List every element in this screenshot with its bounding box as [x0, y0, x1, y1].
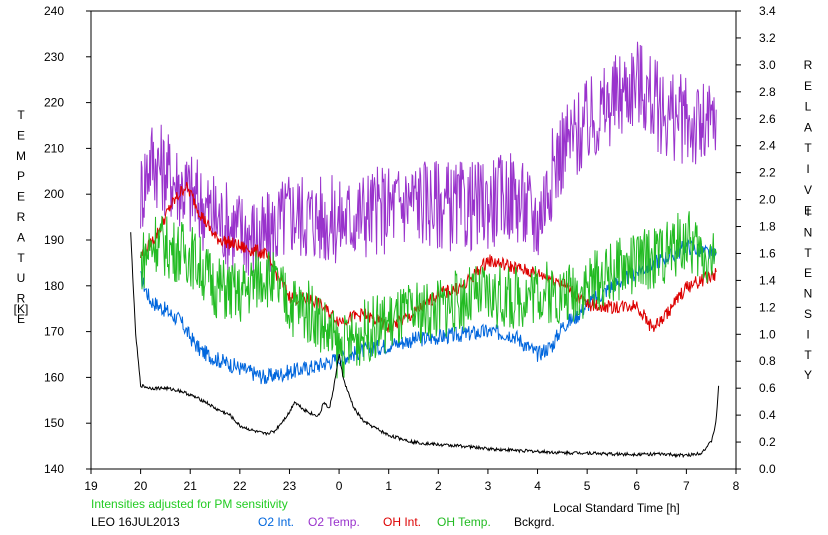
y-right-tick-label: 1.0	[759, 327, 776, 341]
y-left-title-letter: P	[17, 169, 25, 183]
x-tick-label: 4	[534, 479, 541, 493]
y-right-tick-label: 1.6	[759, 246, 776, 260]
station-date: LEO 16JUL2013	[91, 515, 180, 529]
x-axis-title: Local Standard Time [h]	[553, 501, 680, 515]
series-line-bckgrd	[130, 232, 720, 459]
x-tick-label: 5	[584, 479, 591, 493]
series-line-oh-int	[140, 181, 717, 333]
y-right-title-letter: V	[804, 183, 812, 197]
y-right-title-letter: A	[804, 120, 812, 134]
series-line-oh-temp	[140, 211, 717, 379]
x-tick-label: 23	[283, 479, 297, 493]
y-left-title-letter: A	[17, 230, 25, 244]
y-right-title-letter: R	[804, 58, 813, 72]
y-right-tick-label: 1.8	[759, 220, 776, 234]
y-left-unit: [K]	[14, 302, 29, 316]
y-right-tick-label: 0.0	[759, 462, 776, 476]
legend: O2 Int. O2 Temp. OH Int. OH Temp. Bckgrd.	[258, 515, 555, 529]
y-left-title-letter: E	[17, 312, 25, 326]
y-right-tick-label: 2.2	[759, 166, 776, 180]
x-tick-label: 2	[435, 479, 442, 493]
x-tick-label: 20	[134, 479, 148, 493]
y-left-tick-label: 190	[44, 233, 64, 247]
y-left-title-letter: R	[17, 292, 26, 306]
y-left-title-letter: U	[17, 271, 26, 285]
y-left-tick-label: 160	[44, 370, 64, 384]
y-right-title-letter: N	[804, 225, 813, 239]
plot-frame	[90, 10, 737, 470]
legend-item-oh-temp: OH Temp.	[437, 515, 491, 529]
y-right-tick-label: 1.4	[759, 273, 776, 287]
y-right-tick-label: 3.4	[759, 4, 776, 18]
y-right-tick-label: 0.4	[759, 408, 776, 422]
y-right-title-letter: T	[804, 141, 812, 155]
y-right-tick-label: 2.4	[759, 139, 776, 153]
y-left-tick-label: 210	[44, 141, 64, 155]
y-right-tick-label: 2.0	[759, 193, 776, 207]
y-left-title-letter: E	[17, 190, 25, 204]
sensitivity-note: Intensities adjusted for PM sensitivity	[91, 497, 288, 511]
legend-item-o2-temp: O2 Temp.	[308, 515, 360, 529]
x-tick-label: 8	[733, 479, 740, 493]
x-tick-label: 21	[184, 479, 198, 493]
y-left-tick-label: 200	[44, 187, 64, 201]
y-right-title-letter: T	[804, 246, 812, 260]
x-tick-label: 0	[336, 479, 343, 493]
y-left-title-letter: T	[17, 108, 25, 122]
y-right-tick-label: 0.2	[759, 435, 776, 449]
x-tick-label: 7	[683, 479, 690, 493]
y-right-tick-label: 3.0	[759, 58, 776, 72]
legend-item-oh-int: OH Int.	[383, 515, 421, 529]
y-right-title-letter: E	[804, 266, 812, 280]
y-right-title-letter: N	[804, 287, 813, 301]
y-right-title-letter: E	[804, 79, 812, 93]
legend-item-o2-int: O2 Int.	[258, 515, 294, 529]
y-right-title-letter: E	[804, 204, 812, 218]
y-right-title-letter: S	[804, 307, 812, 321]
y-right-tick-label: 0.8	[759, 354, 776, 368]
y-left-tick-label: 170	[44, 325, 64, 339]
x-tick-label: 6	[633, 479, 640, 493]
y-right-title-letter: Y	[804, 368, 812, 382]
y-right-tick-label: 3.2	[759, 31, 776, 45]
y-right-title-letter: I	[806, 162, 809, 176]
x-tick-label: 22	[233, 479, 247, 493]
x-tick-label: 3	[485, 479, 492, 493]
y-left-tick-label: 230	[44, 50, 64, 64]
axis-labels: 19 20 21 22 23 0 1 2 3 4 5 6 7 8140150160170180190200…	[14, 4, 813, 493]
y-right-tick-label: 2.8	[759, 85, 776, 99]
plot-area	[130, 41, 720, 459]
y-left-title-letter: T	[17, 251, 25, 265]
y-right-tick-label: 2.6	[759, 112, 776, 126]
axis-ticks	[86, 10, 741, 474]
legend-item-bckgrd: Bckgrd.	[514, 515, 555, 529]
x-tick-label: 1	[385, 479, 392, 493]
y-right-title-letter: L	[805, 100, 812, 114]
y-right-tick-label: 1.2	[759, 300, 776, 314]
y-left-title-letter: M	[16, 149, 26, 163]
x-tick-label: 19	[84, 479, 98, 493]
y-left-tick-label: 140	[44, 462, 64, 476]
y-left-tick-label: 180	[44, 279, 64, 293]
y-left-title-letter: R	[17, 210, 26, 224]
y-right-tick-label: 0.6	[759, 381, 776, 395]
y-right-title-letter: I	[806, 205, 809, 219]
y-left-tick-label: 150	[44, 416, 64, 430]
y-left-tick-label: 220	[44, 96, 64, 110]
y-left-title-letter: E	[17, 128, 25, 142]
y-left-tick-label: 240	[44, 4, 64, 18]
y-right-title-letter: T	[804, 348, 812, 362]
series-line-o2-temp	[140, 41, 717, 276]
y-right-title-letter: I	[806, 327, 809, 341]
